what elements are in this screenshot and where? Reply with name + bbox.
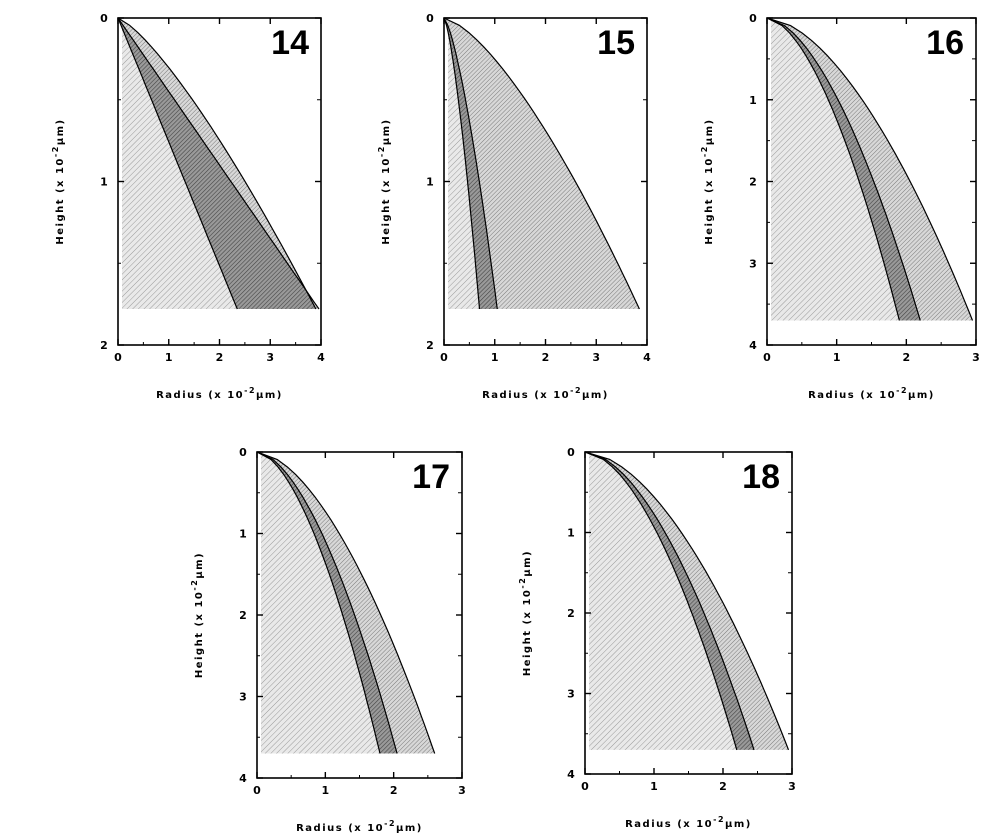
outer-curve bbox=[443, 17, 640, 310]
y-tick-label: 2 bbox=[100, 339, 108, 352]
middle-band bbox=[257, 452, 398, 754]
middle-band bbox=[585, 452, 754, 750]
x-tick-label: 4 bbox=[317, 351, 325, 364]
inner-curve bbox=[443, 17, 481, 310]
middle-curve bbox=[117, 17, 317, 310]
y-axis-title: Height (x 10-2μm) bbox=[377, 118, 392, 244]
x-tick-label: 1 bbox=[650, 780, 658, 793]
panel-number: 14 bbox=[271, 24, 309, 62]
chart-panel-17: 0 1 2 3 0 1 2 3 4 17 Radius (x 10-2μm) Height (x 10… bbox=[190, 446, 466, 834]
x-axis-title: Radius (x 10-2μm) bbox=[482, 386, 609, 401]
y-tick-label: 1 bbox=[567, 527, 575, 540]
x-axis-title: Radius (x 10-2μm) bbox=[156, 386, 283, 401]
y-tick-label: 3 bbox=[749, 257, 757, 270]
outer-band bbox=[585, 452, 789, 750]
middle-curve bbox=[766, 17, 921, 321]
middle-curve bbox=[256, 451, 398, 754]
middle-curve bbox=[443, 17, 498, 310]
middle-band bbox=[767, 18, 921, 321]
x-tick-label: 1 bbox=[833, 351, 841, 364]
y-tick-label: 4 bbox=[749, 339, 757, 352]
y-tick-label: 0 bbox=[239, 446, 247, 459]
y-tick-label: 3 bbox=[567, 688, 575, 701]
y-axis-title: Height (x 10-2μm) bbox=[190, 552, 205, 678]
x-tick-label: 2 bbox=[390, 784, 398, 797]
x-tick-label: 1 bbox=[491, 351, 499, 364]
x-axis-title: Radius (x 10-2μm) bbox=[625, 815, 752, 830]
x-tick-label: 4 bbox=[643, 351, 651, 364]
y-tick-label: 4 bbox=[239, 772, 247, 785]
outer-band bbox=[257, 452, 435, 754]
y-tick-label: 0 bbox=[749, 12, 757, 25]
x-tick-label: 2 bbox=[542, 351, 550, 364]
x-tick-label: 3 bbox=[458, 784, 466, 797]
panel-number: 15 bbox=[597, 24, 635, 62]
y-tick-label: 1 bbox=[239, 528, 247, 541]
panel-number: 16 bbox=[926, 24, 964, 62]
y-tick-label: 2 bbox=[749, 176, 757, 189]
y-axis-title: Height (x 10-2μm) bbox=[700, 118, 715, 244]
x-tick-label: 3 bbox=[788, 780, 796, 793]
inner-region bbox=[257, 452, 380, 754]
x-tick-label: 3 bbox=[972, 351, 980, 364]
y-tick-label: 0 bbox=[567, 446, 575, 459]
x-tick-label: 1 bbox=[322, 784, 330, 797]
outer-band bbox=[444, 18, 640, 309]
inner-region bbox=[767, 18, 900, 321]
y-tick-label: 2 bbox=[567, 607, 575, 620]
y-tick-label: 3 bbox=[239, 691, 247, 704]
y-axis-title: Height (x 10-2μm) bbox=[518, 550, 533, 676]
x-tick-label: 3 bbox=[266, 351, 274, 364]
y-tick-label: 0 bbox=[426, 12, 434, 25]
x-tick-label: 0 bbox=[440, 351, 448, 364]
x-tick-label: 0 bbox=[253, 784, 261, 797]
y-tick-label: 1 bbox=[749, 94, 757, 107]
x-tick-label: 0 bbox=[581, 780, 589, 793]
x-tick-label: 0 bbox=[114, 351, 122, 364]
y-tick-label: 4 bbox=[567, 768, 575, 781]
outer-curve bbox=[256, 451, 436, 754]
panel-number: 17 bbox=[412, 458, 450, 496]
x-tick-label: 1 bbox=[165, 351, 173, 364]
y-tick-label: 1 bbox=[426, 176, 434, 189]
x-tick-label: 2 bbox=[903, 351, 911, 364]
inner-curve bbox=[256, 451, 381, 754]
y-tick-label: 0 bbox=[100, 12, 108, 25]
inner-region bbox=[118, 18, 238, 310]
outer-curve bbox=[117, 17, 320, 310]
middle-curve bbox=[584, 451, 755, 751]
inner-curve bbox=[117, 17, 238, 310]
x-tick-label: 2 bbox=[719, 780, 727, 793]
y-axis-title: Height (x 10-2μm) bbox=[51, 118, 66, 244]
chart-panel-18: 0 1 2 3 0 1 2 3 4 18 Radius (x 10-2μm) Height (x 10… bbox=[518, 446, 796, 830]
y-tick-label: 2 bbox=[239, 609, 247, 622]
inner-region bbox=[444, 18, 480, 310]
chart-panel-14: 0 1 2 3 4 0 1 2 14 Radius (x 10-2μm) Height (x 10-… bbox=[51, 12, 325, 401]
y-tick-label: 2 bbox=[426, 339, 434, 352]
chart-panel-16: 0 1 2 3 0 1 2 3 4 16 Radius (x 10-2μm) Height (x 10… bbox=[700, 12, 980, 401]
inner-curve bbox=[584, 451, 738, 751]
x-tick-label: 0 bbox=[763, 351, 771, 364]
x-tick-label: 3 bbox=[592, 351, 600, 364]
inner-region bbox=[585, 452, 737, 750]
x-axis-title: Radius (x 10-2μm) bbox=[296, 819, 423, 834]
x-tick-label: 2 bbox=[216, 351, 224, 364]
y-tick-label: 1 bbox=[100, 176, 108, 189]
outer-curve bbox=[766, 17, 974, 321]
outer-band bbox=[767, 18, 973, 321]
x-axis-title: Radius (x 10-2μm) bbox=[808, 386, 935, 401]
outer-curve bbox=[584, 451, 790, 751]
inner-curve bbox=[766, 17, 900, 321]
panel-number: 18 bbox=[742, 458, 780, 496]
chart-panel-15: 0 1 2 3 4 0 1 2 15 Radius (x 10-2μm) Height (x 10-… bbox=[377, 12, 651, 401]
